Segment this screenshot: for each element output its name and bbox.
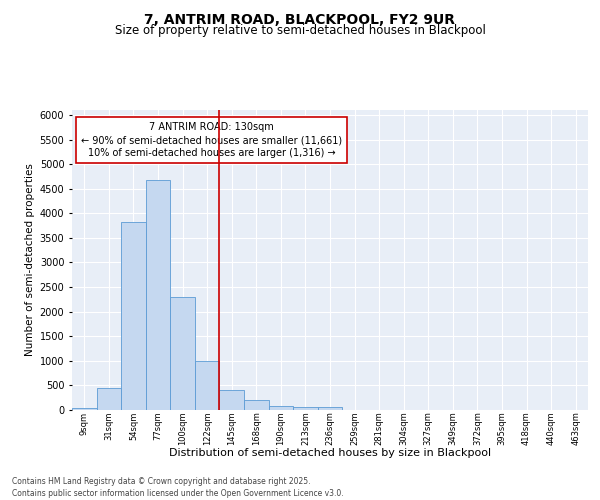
Bar bbox=[146, 180, 170, 410]
Text: Size of property relative to semi-detached houses in Blackpool: Size of property relative to semi-detach… bbox=[115, 24, 485, 37]
Bar bbox=[72, 408, 97, 410]
Bar bbox=[244, 400, 269, 410]
Text: Contains HM Land Registry data © Crown copyright and database right 2025.
Contai: Contains HM Land Registry data © Crown c… bbox=[12, 476, 344, 498]
Bar bbox=[195, 362, 220, 410]
Bar bbox=[220, 390, 244, 410]
Y-axis label: Number of semi-detached properties: Number of semi-detached properties bbox=[25, 164, 35, 356]
Bar bbox=[170, 298, 195, 410]
Text: 7, ANTRIM ROAD, BLACKPOOL, FY2 9UR: 7, ANTRIM ROAD, BLACKPOOL, FY2 9UR bbox=[145, 12, 455, 26]
Bar bbox=[293, 406, 318, 410]
Text: 7 ANTRIM ROAD: 130sqm
← 90% of semi-detached houses are smaller (11,661)
10% of : 7 ANTRIM ROAD: 130sqm ← 90% of semi-deta… bbox=[81, 122, 342, 158]
X-axis label: Distribution of semi-detached houses by size in Blackpool: Distribution of semi-detached houses by … bbox=[169, 448, 491, 458]
Bar bbox=[318, 406, 342, 410]
Bar bbox=[97, 388, 121, 410]
Bar bbox=[269, 406, 293, 410]
Bar bbox=[121, 222, 146, 410]
